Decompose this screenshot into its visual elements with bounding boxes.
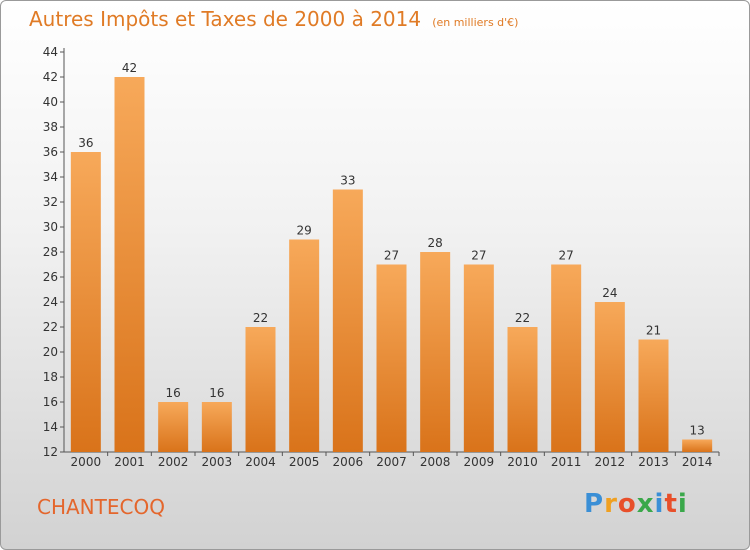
logo-letter: t xyxy=(664,489,678,519)
proxiti-logo: Proxiti xyxy=(584,489,688,519)
bar xyxy=(376,264,407,452)
y-tick-label: 16 xyxy=(43,395,58,409)
x-tick-label: 2007 xyxy=(376,455,407,469)
title-row: Autres Impôts et Taxes de 2000 à 2014 (e… xyxy=(29,7,518,31)
bar-value-label: 21 xyxy=(646,324,661,338)
bar xyxy=(332,189,363,452)
x-tick-label: 2013 xyxy=(638,455,669,469)
x-tick-label: 2009 xyxy=(464,455,495,469)
bar xyxy=(551,264,582,452)
bar-value-label: 22 xyxy=(253,311,268,325)
bar xyxy=(158,402,189,452)
x-tick-label: 2008 xyxy=(420,455,451,469)
bar xyxy=(638,339,669,452)
bar-value-label: 27 xyxy=(471,249,486,263)
commune-name: CHANTECOQ xyxy=(37,495,165,519)
bar xyxy=(507,327,538,452)
x-tick-label: 2014 xyxy=(682,455,713,469)
bar-value-label: 24 xyxy=(602,286,617,300)
bar-value-label: 36 xyxy=(78,136,93,150)
bar xyxy=(70,152,101,452)
x-tick-label: 2011 xyxy=(551,455,582,469)
y-tick-label: 40 xyxy=(43,95,58,109)
logo-letter: P xyxy=(584,489,605,519)
logo-letter: i xyxy=(654,489,665,519)
bar-value-label: 27 xyxy=(559,249,574,263)
bar xyxy=(420,252,451,452)
x-tick-label: 2003 xyxy=(202,455,233,469)
x-tick-label: 2004 xyxy=(245,455,276,469)
bar-value-label: 42 xyxy=(122,61,137,75)
y-tick-label: 30 xyxy=(43,220,58,234)
y-tick-label: 14 xyxy=(43,420,58,434)
y-tick-label: 12 xyxy=(43,445,58,459)
x-tick-label: 2000 xyxy=(71,455,102,469)
bar-value-label: 22 xyxy=(515,311,530,325)
chart-title: Autres Impôts et Taxes de 2000 à 2014 xyxy=(29,7,422,31)
x-tick-label: 2002 xyxy=(158,455,189,469)
logo-letter: i xyxy=(677,489,688,519)
x-tick-label: 2012 xyxy=(595,455,626,469)
bar-value-label: 28 xyxy=(428,236,443,250)
bar xyxy=(289,239,320,452)
bar-value-label: 29 xyxy=(297,224,312,238)
y-tick-label: 18 xyxy=(43,370,58,384)
y-tick-label: 22 xyxy=(43,320,58,334)
y-tick-label: 28 xyxy=(43,245,58,259)
y-tick-label: 34 xyxy=(43,170,58,184)
x-tick-label: 2006 xyxy=(333,455,364,469)
y-tick-label: 38 xyxy=(43,120,58,134)
y-tick-label: 36 xyxy=(43,145,58,159)
bar xyxy=(682,439,713,452)
bar xyxy=(245,327,276,452)
x-tick-label: 2001 xyxy=(114,455,145,469)
bar xyxy=(114,77,145,452)
bar-value-label: 16 xyxy=(166,386,181,400)
bar-value-label: 33 xyxy=(340,174,355,188)
bar-value-label: 16 xyxy=(209,386,224,400)
bar-value-label: 13 xyxy=(690,424,705,438)
chart-unit: (en milliers d'€) xyxy=(432,16,519,29)
y-tick-label: 26 xyxy=(43,270,58,284)
logo-letter: o xyxy=(617,489,637,519)
bar xyxy=(201,402,232,452)
y-tick-label: 32 xyxy=(43,195,58,209)
y-tick-label: 20 xyxy=(43,345,58,359)
y-tick-label: 44 xyxy=(43,45,58,59)
bar-value-label: 27 xyxy=(384,249,399,263)
bar xyxy=(463,264,494,452)
x-tick-label: 2005 xyxy=(289,455,320,469)
logo-letter: r xyxy=(604,489,618,519)
bar xyxy=(594,302,625,452)
y-tick-label: 24 xyxy=(43,295,58,309)
x-tick-label: 2010 xyxy=(507,455,538,469)
logo-letter: x xyxy=(636,489,655,519)
y-tick-label: 42 xyxy=(43,70,58,84)
